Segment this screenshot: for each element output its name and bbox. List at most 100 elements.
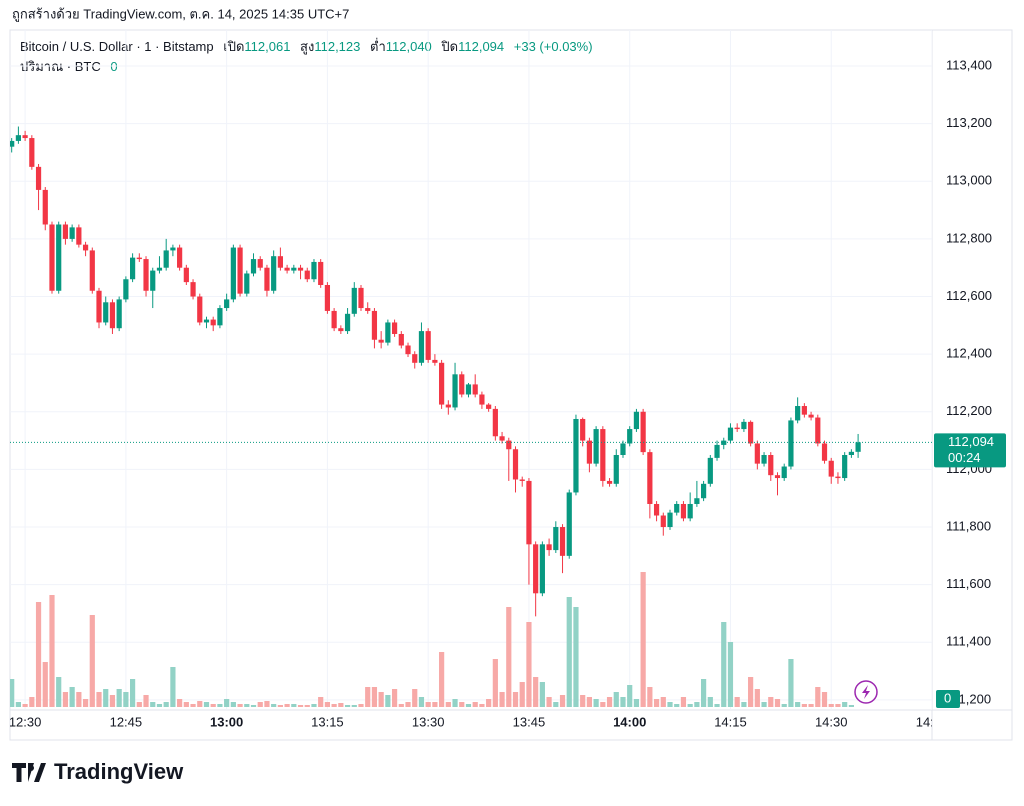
volume-bar: [412, 689, 418, 707]
logo-mark-2: [34, 763, 46, 782]
volume-bar: [76, 692, 82, 707]
volume-bar: [324, 702, 331, 707]
volume-bar: [365, 687, 371, 707]
candle-body: [177, 247, 183, 268]
candle-body: [754, 443, 760, 464]
chart-frame: [9, 29, 1013, 741]
volume-bar: [613, 692, 619, 707]
volume-bar: [848, 705, 854, 707]
candle-body: [586, 440, 592, 464]
candle-body: [338, 328, 344, 332]
y-tick-label: 113,400: [946, 57, 992, 72]
volume-bar: [808, 704, 814, 707]
candle-body: [398, 333, 404, 346]
open-value: 112,061: [244, 39, 290, 54]
candle-body: [35, 166, 42, 190]
candle-body: [69, 227, 75, 239]
volume-bar: [492, 659, 498, 707]
candle-body: [660, 515, 666, 528]
volume-bar: [620, 697, 626, 707]
volume-bar: [10, 679, 15, 707]
candle-body: [190, 282, 196, 297]
volume-bar: [217, 704, 223, 707]
candle-body: [264, 267, 270, 291]
volume-bar: [499, 692, 505, 707]
volume-bar: [89, 615, 95, 707]
candle-body: [707, 457, 713, 484]
candle-body: [237, 247, 243, 294]
last-price-badge: [934, 433, 1006, 468]
candle-body: [405, 345, 411, 355]
alert-bolt: [862, 685, 870, 699]
volume-bar: [378, 692, 384, 707]
volume-bar: [653, 699, 660, 707]
candle-body: [371, 310, 378, 340]
candle-body: [96, 290, 102, 323]
x-tick-label: 12:45: [110, 714, 143, 729]
volume-bar: [29, 697, 35, 707]
candle-body: [277, 256, 283, 268]
candle-body: [156, 267, 163, 271]
candle-body: [633, 411, 640, 430]
candle-body: [821, 443, 828, 461]
volume-bar: [22, 704, 28, 707]
candle-body: [748, 421, 754, 444]
candle-body: [667, 512, 673, 528]
volume-bar: [432, 702, 438, 707]
volume-bar: [405, 702, 411, 707]
candle-body: [412, 354, 418, 363]
volume-bar: [640, 572, 646, 707]
volume-bar: [674, 704, 680, 707]
candle-body: [291, 267, 297, 271]
volume-bar: [244, 704, 250, 707]
candle-body: [170, 247, 176, 251]
candle-body: [10, 140, 15, 147]
time-axis: 12:30 12:45 13:00 13:15 13:30 13:45 14:00 14:15…: [10, 714, 949, 729]
volume-bar: [566, 597, 572, 707]
candle-body: [781, 466, 787, 479]
volume-bar: [472, 702, 478, 707]
candle-body: [593, 429, 599, 464]
volume-bar: [250, 705, 257, 707]
volume-bar: [694, 702, 700, 707]
candle-body: [418, 331, 425, 363]
close-label: ปิด: [440, 39, 458, 54]
volume-bar: [304, 705, 310, 707]
legend-line: Bitcoin / U.S. Dollar · 1 · Bitstamp เปิ…: [20, 38, 593, 55]
volume-bar: [351, 705, 357, 707]
volume-bar: [35, 602, 42, 707]
candle-body: [230, 247, 236, 300]
volume-bar: [734, 697, 740, 707]
volume-bar: [627, 685, 633, 707]
volume-bar: [284, 704, 290, 707]
high-label: สูง: [300, 39, 314, 55]
volume-bar: [358, 704, 364, 707]
candle-body: [519, 479, 525, 481]
volume-bar: [465, 704, 472, 707]
volume-axis-label: 0: [944, 690, 951, 705]
x-tick-label: 14:30: [815, 714, 848, 729]
volume-bar: [667, 702, 673, 707]
low-label: ต่ำ: [370, 38, 386, 54]
candle-body: [512, 449, 519, 480]
candle-body: [613, 455, 619, 484]
credit: ถูกสร้างด้วย TradingView.com, ต.ค. 14, 2…: [12, 6, 349, 22]
volume-bar: [600, 702, 606, 707]
x-tick-label: 14:45: [916, 714, 949, 729]
candle-body: [848, 451, 854, 455]
candle-body: [680, 503, 687, 519]
candle-body: [311, 261, 317, 280]
candle-body: [150, 270, 156, 291]
candle-body: [391, 322, 398, 334]
volume-bar: [687, 704, 693, 707]
volume-badge: [936, 690, 960, 708]
candle-body: [808, 414, 814, 418]
volume-bar: [707, 697, 713, 707]
volume-bar: [291, 704, 297, 707]
candle-body: [700, 483, 707, 499]
candle-body: [573, 418, 579, 493]
grid: [10, 30, 932, 710]
candle-body: [640, 411, 646, 453]
volume-bar: [136, 702, 142, 707]
